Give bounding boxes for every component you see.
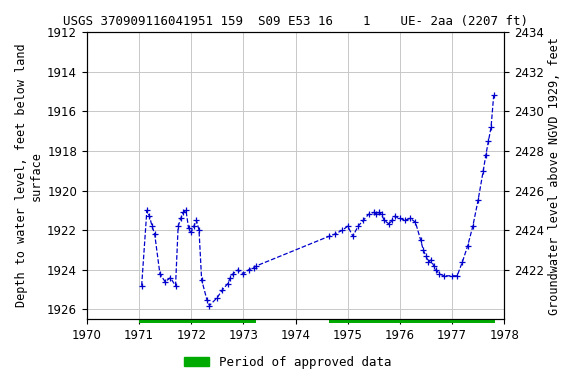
Title: USGS 370909116041951 159  S09 E53 16    1    UE- 2aa (2207 ft): USGS 370909116041951 159 S09 E53 16 1 UE… — [63, 15, 528, 28]
Y-axis label: Groundwater level above NGVD 1929, feet: Groundwater level above NGVD 1929, feet — [548, 37, 561, 314]
Y-axis label: Depth to water level, feet below land
surface: Depth to water level, feet below land su… — [15, 44, 43, 308]
Legend: Period of approved data: Period of approved data — [179, 351, 397, 374]
Bar — [139, 319, 256, 323]
Bar — [329, 319, 495, 323]
